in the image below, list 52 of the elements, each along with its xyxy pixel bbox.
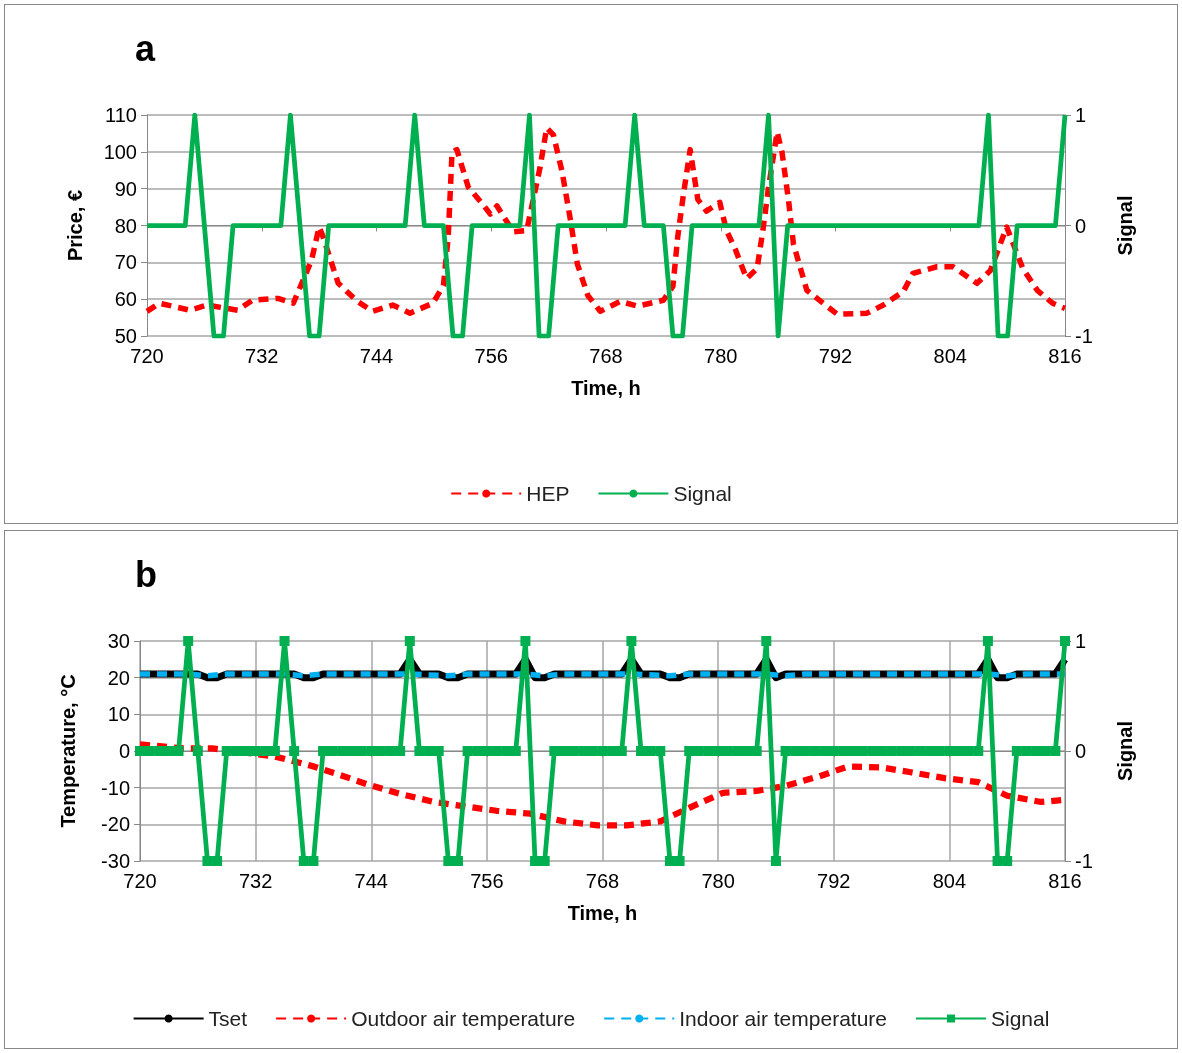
y-tick-label: 60 — [114, 288, 137, 311]
chart-title: b — [135, 553, 157, 595]
x-tick-label: 756 — [474, 345, 508, 367]
x-tick-label: 744 — [354, 870, 388, 892]
y-tick-label: 100 — [103, 140, 137, 163]
chart-title: a — [135, 27, 156, 69]
y-axis-title: Price, € — [64, 189, 86, 262]
x-tick-label: 744 — [359, 345, 394, 367]
x-tick-label: 816 — [1048, 870, 1082, 892]
y-tick-label: 30 — [107, 630, 130, 652]
legend-label: Tset — [208, 1007, 248, 1030]
x-tick-label: 720 — [123, 870, 157, 892]
y2-tick-label: 1 — [1075, 630, 1087, 652]
legend-label: Signal — [673, 482, 732, 505]
y-tick-label: 110 — [105, 104, 137, 126]
x-axis-title: Time, h — [571, 377, 641, 399]
legend-label: Indoor air temperature — [679, 1007, 888, 1030]
y2-tick-label: 0 — [1075, 740, 1087, 762]
x-tick-label: 816 — [1048, 345, 1082, 367]
y2-tick-label: -1 — [1075, 850, 1093, 872]
x-tick-label: 792 — [818, 345, 853, 367]
x-tick-label: 780 — [704, 345, 738, 367]
x-tick-label: 756 — [470, 870, 504, 892]
legend-label: HEP — [526, 482, 570, 505]
y-tick-label: -20 — [101, 813, 130, 836]
x-tick-label: 768 — [589, 345, 623, 367]
y-axis-title: Temperature, °C — [57, 674, 79, 828]
y-tick-label: 20 — [107, 666, 130, 689]
x-tick-label: 732 — [245, 345, 279, 367]
y2-tick-label: 0 — [1075, 214, 1087, 237]
y-tick-label: 50 — [114, 325, 137, 347]
y-tick-label: 10 — [107, 703, 130, 726]
legend-label: Outdoor air temperature — [351, 1007, 576, 1030]
y2-axis-title: Signal — [1114, 195, 1136, 256]
y-tick-label: 80 — [114, 214, 137, 237]
x-tick-label: 804 — [932, 870, 967, 892]
y2-tick-label: 1 — [1075, 104, 1087, 126]
y2-axis-title: Signal — [1114, 720, 1136, 782]
y-tick-label: 90 — [114, 177, 137, 200]
y-tick-label: 0 — [118, 740, 130, 762]
x-tick-label: 780 — [701, 870, 735, 892]
x-tick-label: 804 — [933, 345, 967, 367]
y-tick-label: 70 — [114, 251, 137, 274]
x-tick-label: 732 — [238, 870, 273, 892]
x-tick-label: 792 — [817, 870, 851, 892]
y-tick-label: -30 — [101, 850, 130, 872]
legend-label: Signal — [991, 1007, 1050, 1030]
x-axis-title: Time, h — [567, 902, 638, 924]
x-tick-label: 768 — [585, 870, 620, 892]
x-tick-label: 720 — [130, 345, 164, 367]
y2-tick-label: -1 — [1075, 325, 1093, 347]
y-tick-label: -10 — [101, 776, 130, 799]
